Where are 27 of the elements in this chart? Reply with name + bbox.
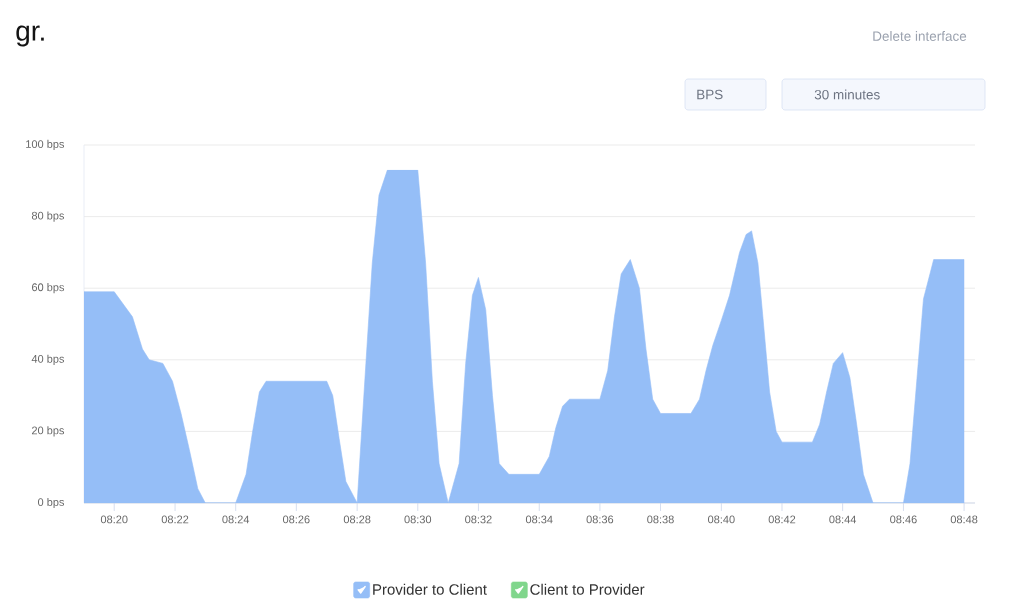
x-tick-label: 08:48: [950, 515, 978, 524]
y-tick-label: 100 bps: [26, 139, 65, 151]
y-tick-label: 20 bps: [31, 426, 65, 437]
y-tick-label: 60 bps: [32, 283, 65, 294]
x-tick-label: 08:36: [586, 515, 614, 524]
x-tick-label: 08:30: [404, 515, 432, 524]
x-tick-label: 08:38: [647, 515, 674, 524]
legend-label: Provider to Client: [373, 583, 487, 595]
chart-title: gr.: [16, 25, 44, 47]
y-tick-label: 0 bps: [37, 497, 65, 509]
x-tick-label: 08:44: [829, 515, 857, 524]
x-tick-label: 08:42: [768, 515, 796, 524]
x-tick-label: 08:22: [161, 515, 189, 524]
x-tick-label: 08:34: [525, 515, 553, 524]
text: Delete interface: [873, 31, 967, 41]
y-tick-label: 80 bps: [31, 211, 65, 222]
x-tick-label: 08:20: [100, 515, 128, 524]
x-tick-label: 08:28: [343, 515, 371, 524]
x-tick-label: 08:26: [282, 515, 310, 524]
y-tick-label: 40 bps: [31, 354, 65, 365]
x-tick-label: 08:40: [708, 515, 735, 524]
x-tick-label: 08:24: [222, 515, 250, 524]
text: 30 minutes: [814, 89, 880, 100]
x-tick-label: 08:46: [890, 515, 917, 524]
text: BPS: [697, 89, 723, 100]
x-tick-label: 08:32: [465, 515, 492, 524]
legend-label: Client to Provider: [530, 583, 645, 595]
